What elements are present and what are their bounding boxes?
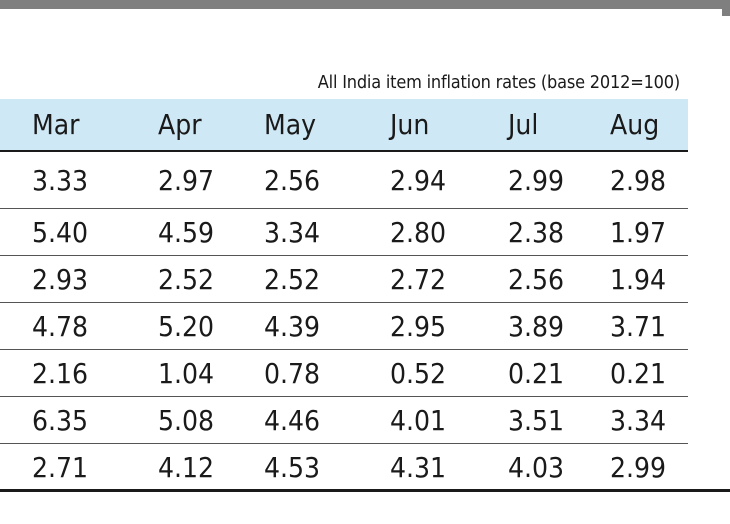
table-cell: 2.38 — [464, 208, 578, 256]
column-header-jul: Jul — [464, 99, 578, 152]
table-cell: 2.52 — [228, 255, 346, 303]
table-caption: All India item inflation rates (base 201… — [317, 72, 680, 93]
column-header-mar: Mar — [0, 99, 112, 152]
table-cell: 4.46 — [228, 396, 346, 444]
table-row: 4.78 5.20 4.39 2.95 3.89 3.71 — [0, 302, 688, 350]
table-row: 2.16 1.04 0.78 0.52 0.21 0.21 — [0, 349, 688, 397]
table-cell: 2.94 — [346, 151, 464, 209]
table-row: 3.33 2.97 2.56 2.94 2.99 2.98 — [0, 151, 688, 209]
bottom-rule — [0, 489, 730, 492]
table-cell: 1.04 — [112, 349, 228, 397]
column-header-jun: Jun — [346, 99, 464, 152]
table-row: 2.71 4.12 4.53 4.31 4.03 2.99 — [0, 444, 688, 491]
inflation-table: Mar Apr May Jun Jul Aug 3.33 2.97 2.56 2… — [0, 99, 688, 490]
table-cell: 3.34 — [228, 208, 346, 256]
table-cell: 2.52 — [112, 255, 228, 303]
top-border-corner — [722, 0, 730, 16]
table-cell: 2.99 — [610, 450, 667, 484]
table-cell: 5.40 — [0, 208, 112, 256]
table-row: 6.35 5.08 4.46 4.01 3.51 3.34 — [0, 396, 688, 444]
table-cell: 2.71 — [32, 450, 89, 484]
table-cell: 4.53 — [264, 450, 321, 484]
table-cell: 3.71 — [578, 302, 688, 350]
table-cell: 4.78 — [0, 302, 112, 350]
table-cell: 2.98 — [578, 151, 688, 209]
table-cell: 1.97 — [578, 208, 688, 256]
table-cell: 4.39 — [228, 302, 346, 350]
table-cell: 5.08 — [112, 396, 228, 444]
table-cell: 6.35 — [0, 396, 112, 444]
table-cell: 0.21 — [578, 349, 688, 397]
table-cell: 3.89 — [464, 302, 578, 350]
table-cell: 2.95 — [346, 302, 464, 350]
table-row: 2.93 2.52 2.52 2.72 2.56 1.94 — [0, 255, 688, 303]
column-header-apr: Apr — [112, 99, 228, 152]
table-cell: 3.51 — [464, 396, 578, 444]
table-cell: 2.80 — [346, 208, 464, 256]
top-border-bar — [0, 0, 730, 9]
table-cell: 2.56 — [228, 151, 346, 209]
table-cell: 4.01 — [346, 396, 464, 444]
table-cell: 2.97 — [112, 151, 228, 209]
table-cell: 2.72 — [346, 255, 464, 303]
column-header-aug: Aug — [578, 99, 688, 152]
table-cell: 4.12 — [158, 450, 215, 484]
table-cell: 4.59 — [112, 208, 228, 256]
table-cell: 2.56 — [464, 255, 578, 303]
table-header-row: Mar Apr May Jun Jul Aug — [0, 99, 688, 152]
table-row: 5.40 4.59 3.34 2.80 2.38 1.97 — [0, 208, 688, 256]
table-cell: 1.94 — [578, 255, 688, 303]
table-cell: 4.03 — [508, 450, 565, 484]
table-cell: 0.21 — [464, 349, 578, 397]
table-cell: 3.33 — [0, 151, 112, 209]
table-cell: 2.93 — [0, 255, 112, 303]
table-cell: 3.34 — [578, 396, 688, 444]
column-header-may: May — [228, 99, 346, 152]
table-cell: 4.31 — [390, 450, 447, 484]
table-cell: 0.52 — [346, 349, 464, 397]
table-cell: 2.16 — [0, 349, 112, 397]
table-cell: 5.20 — [112, 302, 228, 350]
table-cell: 0.78 — [228, 349, 346, 397]
table-cell: 2.99 — [464, 151, 578, 209]
